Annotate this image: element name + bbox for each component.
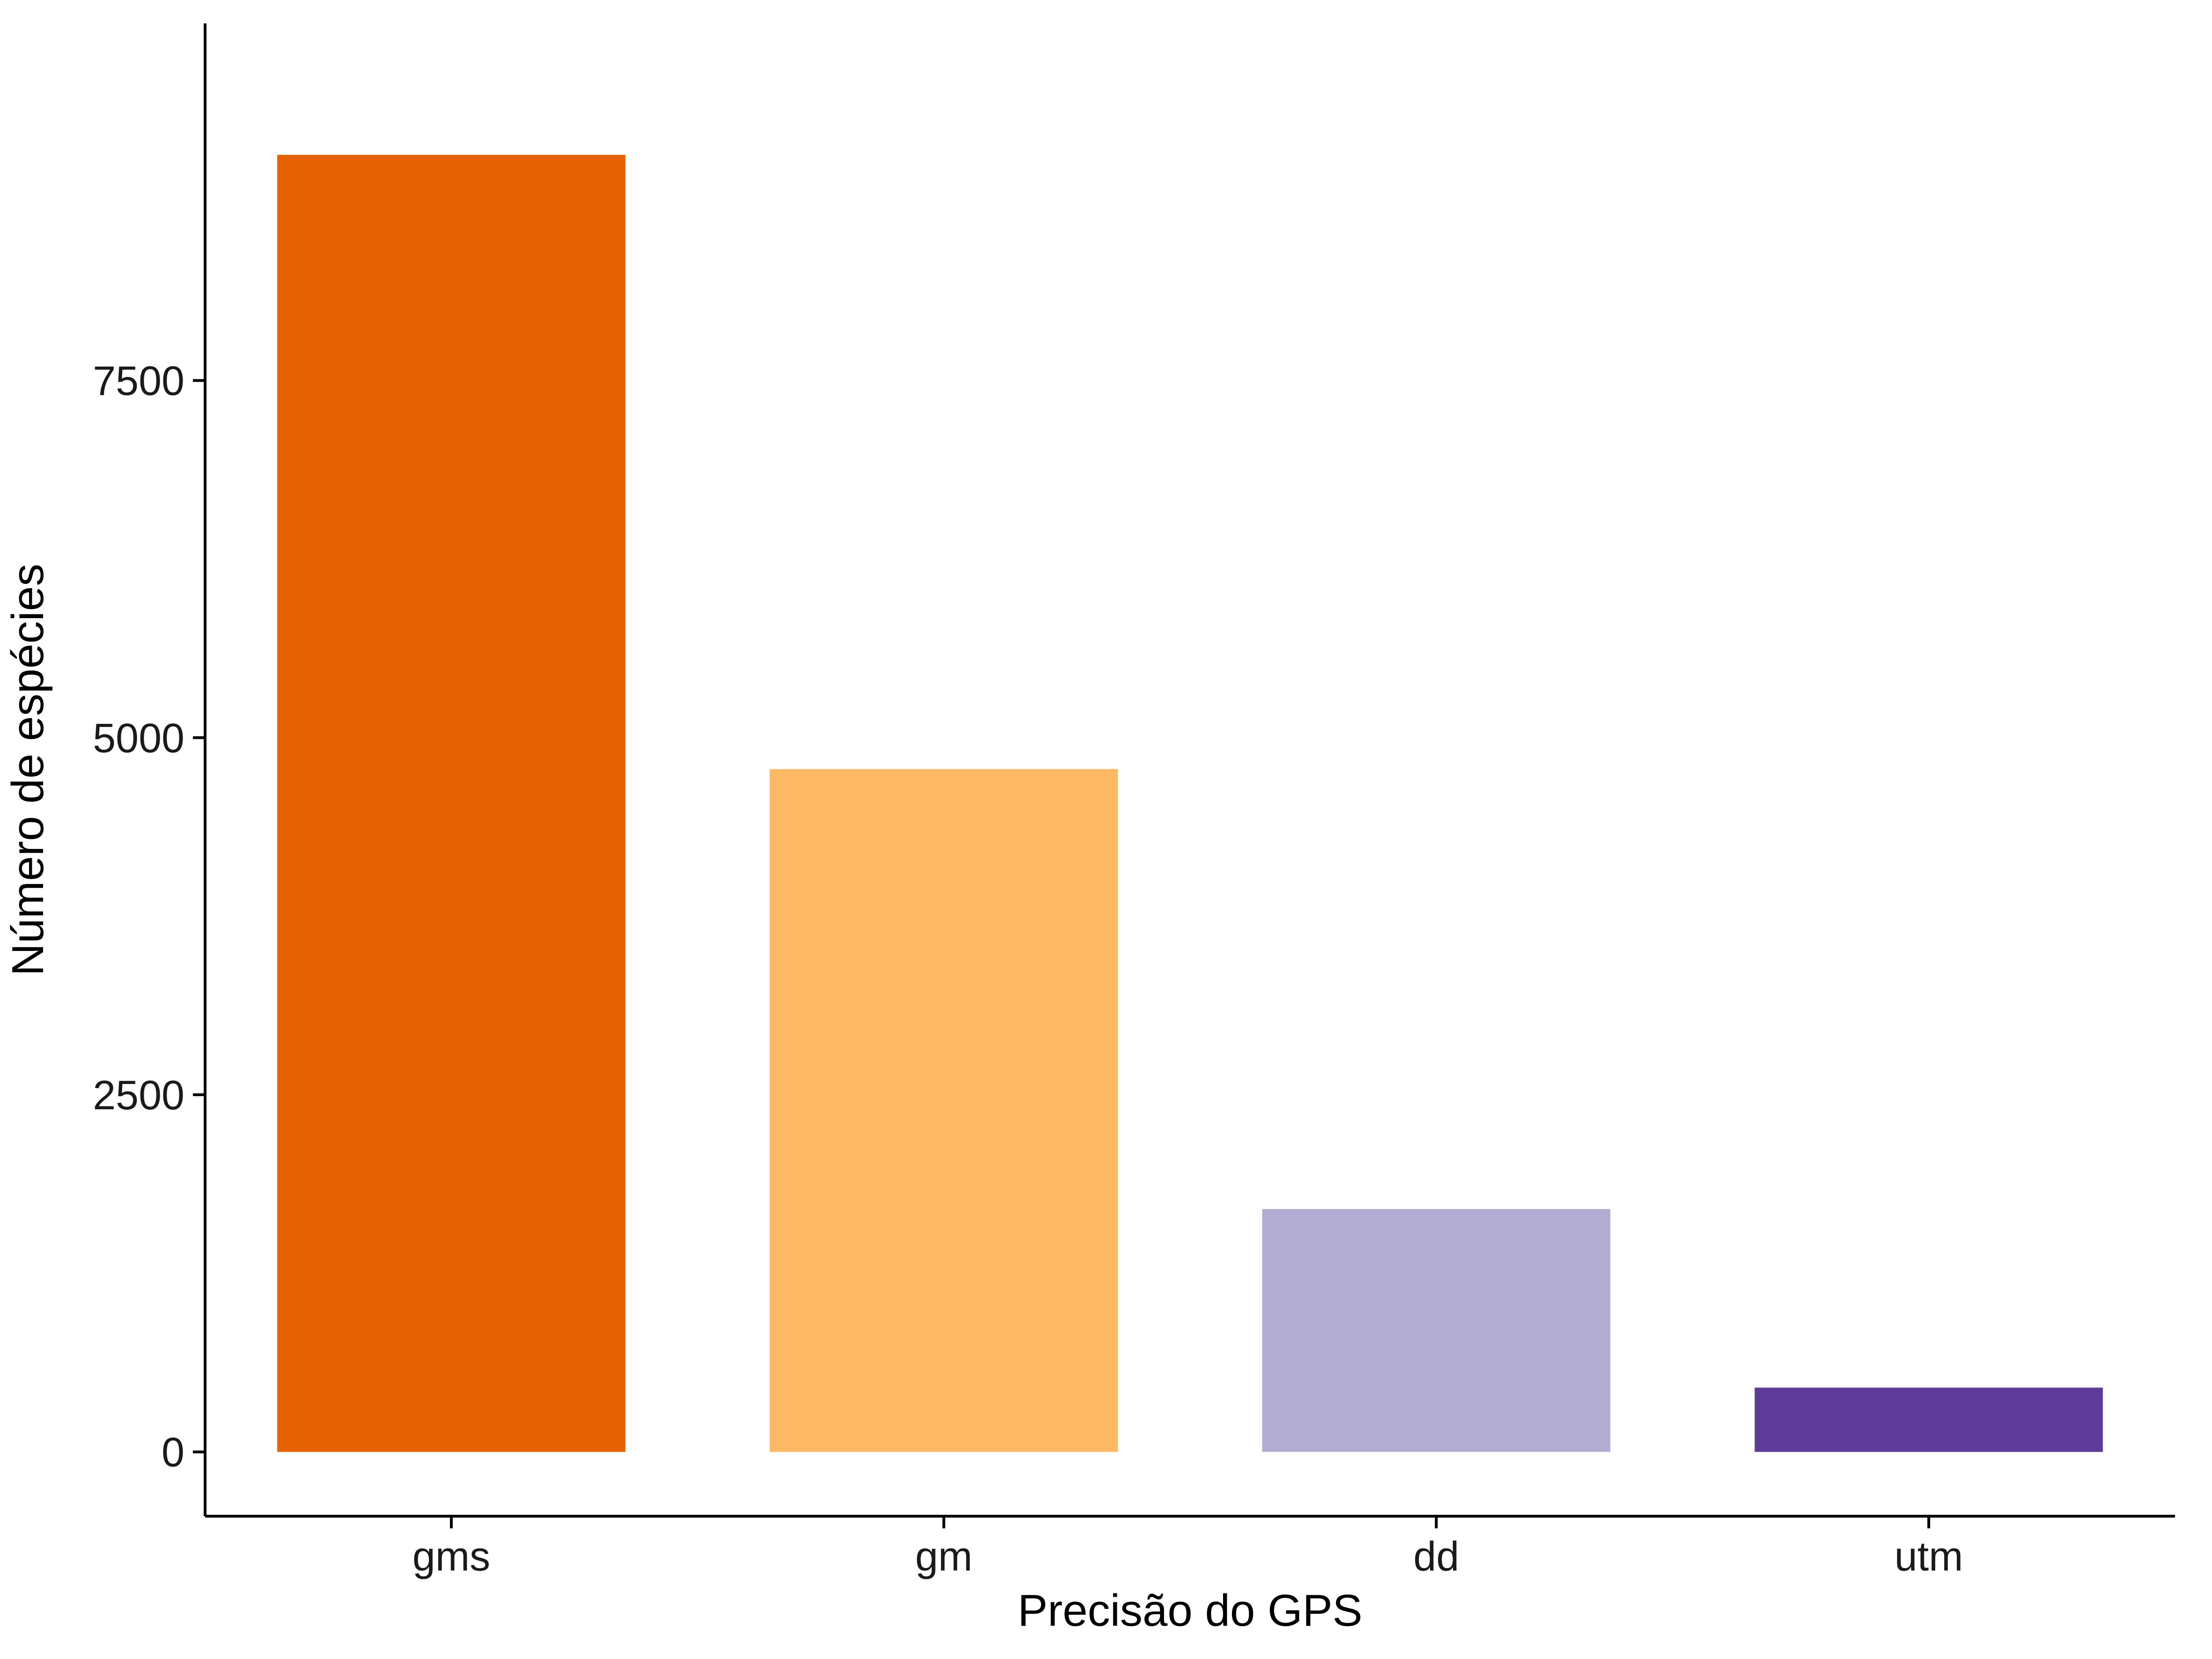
x-tick-label-utm: utm [1895,1533,1963,1579]
x-tick-label-gm: gm [915,1533,973,1579]
x-axis-title: Precisão do GPS [1018,1585,1362,1636]
bar-dd [1262,1209,1611,1452]
bar-gm [769,769,1118,1452]
y-tick-label-5000: 5000 [93,715,184,761]
bar-gms [277,155,626,1452]
x-axis-ticks: gms gm dd utm [413,1516,1963,1579]
x-tick-label-gms: gms [413,1533,490,1579]
y-tick-label-7500: 7500 [93,358,184,404]
y-tick-label-2500: 2500 [93,1072,184,1118]
y-axis-ticks: 0 2500 5000 7500 [93,358,205,1475]
y-tick-label-0: 0 [162,1429,184,1475]
y-axis-title: Número de espécies [3,564,53,976]
bars [277,155,2103,1452]
bar-utm [1755,1387,2103,1452]
x-tick-label-dd: dd [1413,1533,1459,1579]
